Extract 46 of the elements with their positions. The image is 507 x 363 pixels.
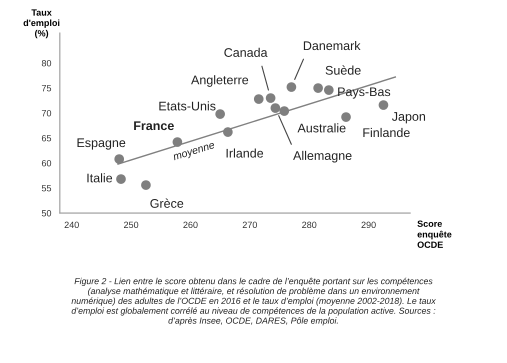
point <box>341 112 351 122</box>
annotation: Canada <box>224 48 268 57</box>
point <box>223 127 233 137</box>
point <box>313 83 323 93</box>
x-tick-label: 290 <box>362 222 376 228</box>
point <box>378 100 388 110</box>
point <box>114 154 124 164</box>
point <box>254 94 264 104</box>
annotation: Australie <box>297 123 346 132</box>
point <box>286 82 296 92</box>
x-tick-label: 240 <box>64 222 79 228</box>
y-axis-title: Taux d'emploi (%) <box>24 9 60 38</box>
point <box>116 174 126 184</box>
annotation: Allemagne <box>293 150 352 162</box>
annotation: Irlande <box>226 148 264 158</box>
x-tick-label: 250 <box>124 222 138 228</box>
annotation: Finlande <box>363 128 410 138</box>
point <box>141 180 151 190</box>
x-tick-label: 270 <box>242 222 258 228</box>
x-tick-label: 280 <box>302 222 316 228</box>
annotation: Italie <box>87 173 112 182</box>
x-axis-title: Score enquête OCDE <box>417 220 452 248</box>
point <box>215 109 225 119</box>
y-tick-label: 55 <box>42 185 52 192</box>
x-tick-label: 260 <box>183 222 198 228</box>
y-tick-label: 70 <box>42 110 52 116</box>
y-tick-label: 60 <box>42 160 52 166</box>
annotation: Angleterre <box>191 75 248 87</box>
y-tick-label: 50 <box>42 210 52 216</box>
point <box>266 93 276 103</box>
annotation: Danemark <box>304 40 361 50</box>
annotation: Japon <box>392 112 426 124</box>
annotation: Suède <box>326 65 361 75</box>
point <box>270 103 280 113</box>
y-tick-label: 80 <box>42 60 52 66</box>
annotation: France <box>134 121 174 130</box>
annotation: Pays-Bas <box>338 87 390 99</box>
point <box>324 85 334 95</box>
point <box>279 106 290 116</box>
annotation: Grèce <box>150 198 184 208</box>
caption: Figure 2 - Lien entre le score obtenu dans le cadre de l’enquête portant sur les compétences (analyse mathématique et littéraire, et résolution de problème dans un environnement numérique) des adultes de l’OCDE en 2016 et le taux d’emploi (moyenne 2002-2018). Le taux d’emploi est globalement corrélé au niveau de compétences de la population active. Sources : d’après Insee, OCDE, DARES, Pôle emploi. <box>72 278 436 326</box>
y-tick-label: 65 <box>42 135 52 142</box>
annotation: moyenne <box>172 142 216 162</box>
y-tick-label: 75 <box>42 85 52 92</box>
annotation: Espagne <box>78 138 126 150</box>
annotation: Etats-Unis <box>159 101 216 110</box>
